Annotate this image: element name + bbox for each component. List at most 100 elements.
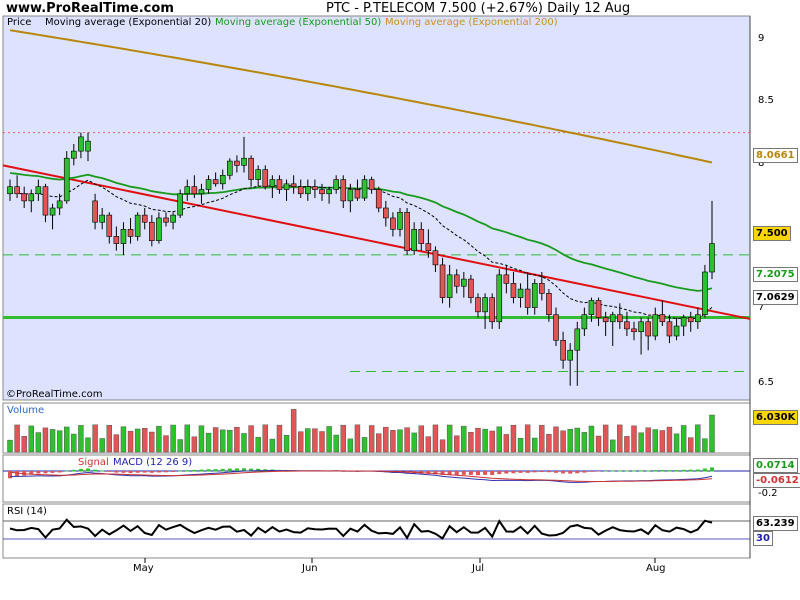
watermark: ©ProRealTime.com (6, 389, 103, 400)
candle-body (340, 179, 347, 202)
volume-bar (163, 435, 169, 453)
macd-histogram-bar (624, 470, 629, 472)
volume-bar (198, 425, 205, 453)
macd-histogram-bar (596, 471, 601, 472)
volume-bar (645, 427, 651, 453)
volume-bar (276, 424, 283, 453)
candle-body (7, 186, 13, 195)
signal-value-badge: -0.0612 (753, 473, 800, 488)
volume-bar (319, 431, 325, 453)
volume-bar (241, 433, 247, 453)
macd-histogram-bar (632, 470, 636, 472)
volume-bar (361, 437, 368, 453)
volume-bar (205, 432, 212, 453)
price-tick: 8 (758, 158, 765, 169)
volume-bar (510, 425, 517, 453)
candle-body (375, 189, 382, 209)
candle-body (425, 243, 432, 251)
candle-body (134, 214, 141, 237)
macd-histogram-bar (192, 469, 197, 472)
macd-histogram-bar (511, 471, 516, 474)
candle-body (411, 229, 417, 251)
candle-body (673, 325, 680, 337)
macd-histogram-bar (71, 469, 76, 472)
macd-histogram-bar (15, 471, 20, 477)
macd-histogram-bar (539, 471, 544, 473)
macd-histogram-bar (8, 471, 12, 479)
candle-body (709, 243, 715, 273)
candle-body (156, 217, 162, 242)
macd-histogram-bar (667, 470, 672, 472)
candle-body (85, 140, 91, 152)
candle-body (680, 317, 687, 327)
volume-bar (517, 438, 524, 453)
candle-body (546, 293, 552, 315)
volume-bar (248, 425, 254, 453)
candle-body (14, 186, 20, 195)
macd-histogram-bar (525, 471, 530, 473)
macd-histogram-bar (107, 471, 112, 472)
volume-bar (673, 433, 680, 453)
candle-body (42, 186, 49, 216)
macd-histogram-bar (135, 471, 140, 473)
volume-bar (454, 435, 460, 453)
macd-histogram-bar (688, 469, 693, 472)
macd-histogram-bar (426, 471, 431, 474)
macd-histogram-bar (128, 471, 133, 474)
macd-histogram-bar (213, 469, 218, 472)
macd-histogram-bar (36, 471, 41, 474)
volume-bar (418, 425, 424, 453)
macd-histogram-bar (93, 469, 98, 472)
candle-body (297, 186, 304, 195)
candle-body (163, 217, 169, 223)
volume-bar (659, 430, 666, 453)
macd-histogram-bar (220, 468, 225, 472)
candle-body (595, 300, 602, 318)
ema200-line (9, 29, 713, 164)
candle-body (489, 297, 495, 323)
candle-body (439, 264, 446, 298)
volume-bar (354, 424, 361, 453)
volume-bar (340, 424, 346, 453)
volume-bar (688, 437, 694, 453)
volume-bar (7, 439, 13, 453)
candle-body (227, 160, 233, 176)
volume-bar (439, 439, 446, 453)
macd-histogram-bar (639, 470, 644, 472)
candle-body (177, 193, 183, 216)
candle-body (262, 169, 269, 187)
candle-body (581, 314, 588, 330)
candle-body (617, 314, 623, 323)
volume-bar (149, 431, 155, 453)
volume-bar (588, 425, 595, 453)
volume-bar (524, 424, 531, 453)
candle-body (149, 221, 155, 242)
macd-signal-label: Signal (78, 457, 109, 468)
volume-bar (99, 438, 105, 453)
candle-body (475, 297, 481, 313)
macd-histogram-bar (142, 471, 147, 473)
rsi-level-badge: 30 (753, 531, 773, 546)
volume-bar (709, 414, 715, 453)
price-tick: 9 (758, 33, 765, 44)
volume-bar (21, 435, 27, 453)
candle-body (390, 217, 396, 230)
volume-bar (666, 426, 673, 453)
candle-body (361, 179, 368, 199)
macd-histogram-bar (476, 471, 480, 476)
month-label-may: May (133, 563, 154, 574)
macd-histogram-bar (206, 469, 211, 472)
volume-bar (432, 424, 439, 453)
macd-histogram-bar (249, 468, 254, 472)
volume-bar (156, 425, 162, 453)
volume-bar (142, 428, 148, 453)
volume-bar (64, 426, 70, 453)
volume-bar (35, 432, 42, 453)
macd-histogram-bar (646, 470, 651, 472)
volume-bar (127, 430, 134, 453)
rsi-value-badge: 63.239 (753, 516, 798, 531)
macd-histogram-bar (681, 469, 686, 472)
site-title[interactable]: www.ProRealTime.com (6, 1, 174, 16)
candle-body (638, 321, 644, 333)
